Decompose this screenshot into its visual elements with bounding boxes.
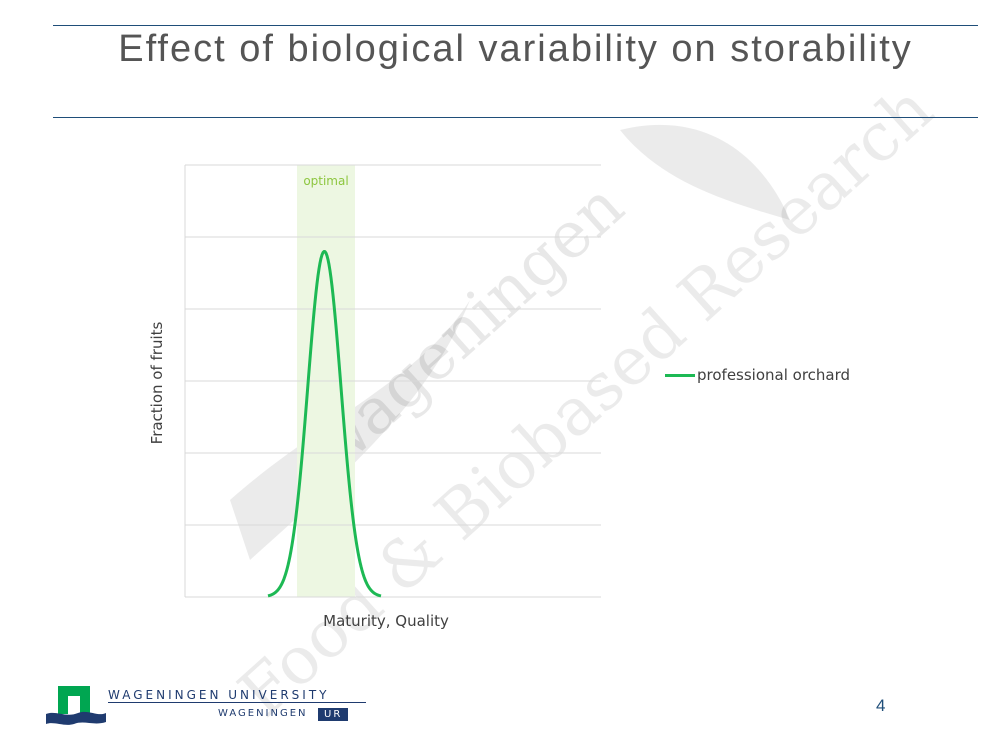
title-bottom-rule bbox=[53, 117, 978, 118]
legend-label-professional-orchard: professional orchard bbox=[697, 366, 851, 384]
chart-legend: professional orchard bbox=[665, 366, 850, 384]
logo-white-inset bbox=[68, 696, 80, 714]
x-axis-title: Maturity, Quality bbox=[323, 612, 449, 630]
logo-wave-base bbox=[46, 711, 106, 725]
y-axis-title: Fraction of fruits bbox=[148, 321, 166, 444]
logo-university-text: WAGENINGEN UNIVERSITY bbox=[108, 688, 330, 702]
logo-ur-prefix-text: WAGENINGEN bbox=[218, 708, 308, 719]
page-number: 4 bbox=[876, 696, 886, 715]
logo-underline bbox=[108, 702, 366, 703]
gridlines bbox=[185, 164, 601, 598]
series-line-professional-orchard bbox=[267, 249, 382, 598]
title-top-rule bbox=[53, 25, 978, 26]
wageningen-logo bbox=[46, 686, 366, 725]
slide-title: Effect of biological variability on stor… bbox=[118, 28, 913, 70]
legend-swatch-professional-orchard bbox=[665, 373, 695, 377]
optimal-band-label: optimal bbox=[303, 174, 348, 188]
logo-ur-badge: UR bbox=[318, 708, 349, 721]
